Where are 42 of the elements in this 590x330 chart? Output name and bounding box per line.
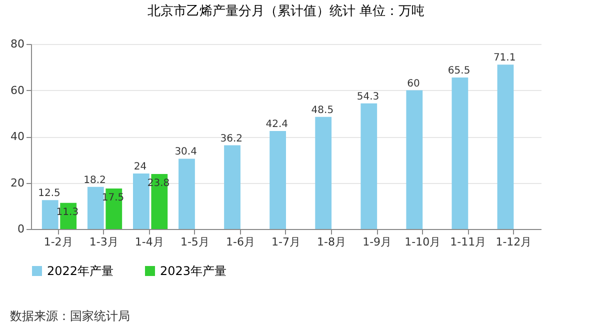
bar <box>42 200 58 229</box>
bar <box>360 103 378 229</box>
bar <box>270 130 286 229</box>
x-tick-label: 1-6月 <box>226 236 255 248</box>
bar <box>87 186 104 229</box>
data-label: 54.3 <box>356 91 380 102</box>
y-tick-label: 20 <box>10 176 24 190</box>
bar <box>406 90 423 229</box>
legend-label: 2022年产量 <box>47 264 114 278</box>
x-tick-label: 1-4月 <box>134 236 164 248</box>
bar <box>224 145 240 229</box>
data-label: 30.4 <box>174 146 197 158</box>
x-tick-label: 1-5月 <box>180 236 210 248</box>
legend-label: 2023年产量 <box>160 264 227 278</box>
y-tick-label: 40 <box>10 130 24 143</box>
x-tick-label: 1-12月 <box>496 236 532 248</box>
bar <box>315 116 332 229</box>
data-label: 36.2 <box>220 133 242 144</box>
y-tick-label: 60 <box>10 84 24 97</box>
data-label: 48.5 <box>311 104 334 116</box>
bar <box>178 158 195 229</box>
x-tick-label: 1-9月 <box>362 236 392 248</box>
data-label: 18.2 <box>84 174 106 186</box>
x-tick-label: 1-3月 <box>89 236 118 248</box>
x-tick-label: 1-8月 <box>317 236 346 248</box>
data-label: 24 <box>134 162 147 172</box>
bar <box>497 64 514 229</box>
bar <box>133 174 150 229</box>
x-tick-label: 1-2月 <box>44 236 73 248</box>
x-tick-label: 1-10月 <box>404 236 441 248</box>
source-note: 数据来源：国家统计局 <box>10 308 130 325</box>
data-label: 71.1 <box>493 52 516 64</box>
data-label: 65.5 <box>448 66 470 77</box>
y-tick-label: 0 <box>18 222 24 236</box>
x-tick-label: 1-7月 <box>272 236 300 248</box>
data-label: 42.4 <box>266 118 288 130</box>
data-label: 60 <box>407 78 420 90</box>
bar <box>452 78 468 229</box>
y-tick-label: 80 <box>10 38 24 50</box>
data-label: 12.5 <box>38 188 60 200</box>
x-tick-label: 1-11月 <box>450 236 486 248</box>
chart-title: 北京市乙烯产量分月（累计值）统计 单位：万吨 <box>147 4 425 19</box>
